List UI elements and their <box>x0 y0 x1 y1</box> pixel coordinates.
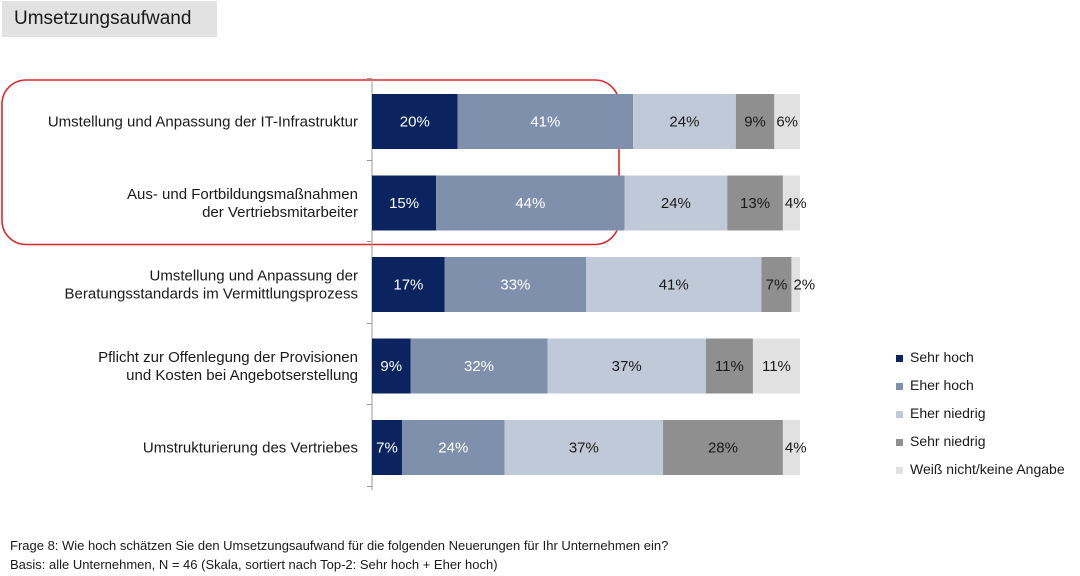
data-label: 41% <box>659 277 689 294</box>
bar-segment <box>761 257 792 312</box>
data-label: 2% <box>793 277 815 294</box>
bar-segment <box>444 257 586 312</box>
data-label: 9% <box>744 114 766 131</box>
bar-segment <box>372 175 437 231</box>
data-label: 11% <box>762 358 791 375</box>
legend-label: Eher hoch <box>910 377 974 393</box>
category-label: Umstellung und Anpassung der <box>150 268 358 285</box>
bar-segment <box>401 420 505 475</box>
legend-swatch <box>896 383 903 390</box>
bar-segment <box>586 257 762 312</box>
bar-segment <box>547 338 706 394</box>
bar-segment <box>457 94 634 149</box>
data-label: 24% <box>438 440 468 457</box>
legend-label: Eher niedrig <box>910 405 986 421</box>
legend-label: Sehr niedrig <box>910 433 986 449</box>
data-label: 4% <box>785 195 807 212</box>
bar-segment <box>372 257 445 312</box>
bar-segment <box>372 420 402 475</box>
data-label: 33% <box>500 277 530 294</box>
data-label: 37% <box>569 440 599 457</box>
bar-segment <box>372 338 411 394</box>
bar-segment <box>705 338 753 394</box>
category-label: Aus- und Fortbildungsmaßnahmen <box>127 186 358 203</box>
bar-segment <box>791 257 800 312</box>
data-label: 20% <box>400 114 430 131</box>
bar-segment <box>774 94 800 149</box>
data-label: 4% <box>785 440 807 457</box>
data-label: 17% <box>393 277 423 294</box>
data-label: 13% <box>740 195 770 212</box>
bar-segment <box>782 175 800 231</box>
bar-segment <box>436 175 625 231</box>
category-label: Umstrukturierung des Vertriebes <box>143 440 358 457</box>
data-label: 9% <box>380 358 402 375</box>
data-label: 41% <box>530 114 560 131</box>
category-label: Beratungsstandards im Vermittlungsprozes… <box>65 286 358 303</box>
data-label: 7% <box>766 277 788 294</box>
data-label: 7% <box>376 440 398 457</box>
category-label: Pflicht zur Offenlegung der Provisionen <box>98 349 358 366</box>
data-label: 15% <box>389 195 419 212</box>
data-label: 44% <box>515 195 545 212</box>
legend-label: Weiß nicht/keine Angabe <box>910 461 1065 477</box>
data-label: 37% <box>612 358 642 375</box>
legend-swatch <box>896 439 903 446</box>
highlight-box <box>1 79 620 246</box>
stacked-bar-chart: Umstellung und Anpassung der IT-Infrastr… <box>1 78 1065 490</box>
bar-segment <box>372 94 458 149</box>
data-label: 24% <box>661 195 691 212</box>
bar-segment <box>633 94 736 149</box>
data-label: 28% <box>708 440 738 457</box>
legend-swatch <box>896 467 903 474</box>
legend-label: Sehr hoch <box>910 349 974 365</box>
data-label: 32% <box>464 358 494 375</box>
category-label: der Vertriebsmitarbeiter <box>202 204 358 221</box>
bar-segment <box>410 338 548 394</box>
bar-segment <box>735 94 775 149</box>
chart-title: Umsetzungsaufwand <box>14 8 192 29</box>
data-label: 6% <box>776 114 798 131</box>
bar-segment <box>663 420 783 475</box>
bar-segment <box>624 175 728 231</box>
footer-question: Frage 8: Wie hoch schätzen Sie den Umset… <box>10 538 669 553</box>
bar-segment <box>752 338 800 394</box>
data-label: 24% <box>669 114 699 131</box>
legend-swatch <box>896 355 903 362</box>
bar-segment <box>504 420 664 475</box>
chart-title-box: Umsetzungsaufwand <box>2 1 217 37</box>
category-label: und Kosten bei Angebotserstellung <box>126 367 358 384</box>
bar-segment <box>727 175 783 231</box>
legend-swatch <box>896 411 903 418</box>
bar-segment <box>782 420 800 475</box>
footer-basis: Basis: alle Unternehmen, N = 46 (Skala, … <box>10 557 498 572</box>
category-label: Umstellung und Anpassung der IT-Infrastr… <box>48 114 358 131</box>
data-label: 11% <box>715 358 744 375</box>
